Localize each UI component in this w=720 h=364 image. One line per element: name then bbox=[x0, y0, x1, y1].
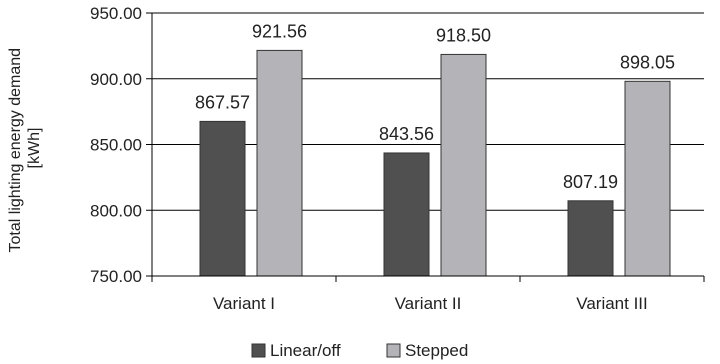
data-label: 918.50 bbox=[436, 25, 491, 45]
x-category-labels: Variant I Variant II Variant III bbox=[213, 294, 648, 313]
data-label: 921.56 bbox=[252, 21, 307, 41]
y-tick-label: 850.00 bbox=[90, 136, 142, 155]
y-tick-label: 750.00 bbox=[90, 267, 142, 286]
bar-linear-off-3 bbox=[567, 200, 614, 277]
y-tick-label: 900.00 bbox=[90, 70, 142, 89]
bar-stepped-3 bbox=[624, 80, 671, 277]
bar-stepped-2 bbox=[440, 53, 487, 277]
x-category-label: Variant II bbox=[395, 294, 462, 313]
y-tick-label: 800.00 bbox=[90, 201, 142, 220]
data-label: 843.56 bbox=[379, 124, 434, 144]
axes bbox=[146, 12, 705, 282]
x-category-label: Variant III bbox=[576, 294, 648, 313]
data-labels: 867.57 921.56 843.56 918.50 807.19 898.05 bbox=[195, 21, 675, 191]
y-tick-labels: 750.00 800.00 850.00 900.00 950.00 bbox=[90, 4, 142, 286]
bar-stepped-1 bbox=[256, 49, 303, 277]
data-label: 898.05 bbox=[620, 52, 675, 72]
bars bbox=[199, 49, 671, 277]
data-label: 807.19 bbox=[563, 172, 618, 192]
y-axis-title-line-1: Total lighting energy demand bbox=[7, 48, 24, 253]
y-axis-title: Total lighting energy demand [kWh] bbox=[7, 43, 43, 252]
bar-linear-off-2 bbox=[383, 152, 430, 277]
legend-label: Linear/off bbox=[270, 341, 341, 360]
y-tick-label: 950.00 bbox=[90, 4, 142, 23]
legend-swatch bbox=[251, 343, 266, 358]
legend-swatch bbox=[386, 343, 401, 358]
bar-linear-off-1 bbox=[199, 120, 246, 277]
legend-label: Stepped bbox=[405, 341, 468, 360]
data-label: 867.57 bbox=[195, 92, 250, 112]
x-category-label: Variant I bbox=[213, 294, 275, 313]
legend: Linear/off Stepped bbox=[251, 341, 468, 360]
y-axis-title-line-2: [kWh] bbox=[26, 128, 43, 169]
